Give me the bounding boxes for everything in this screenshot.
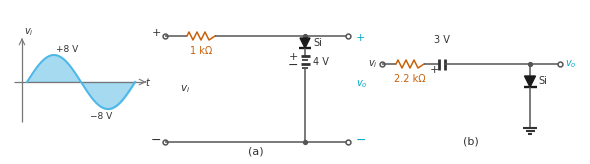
Text: +: +	[430, 65, 439, 75]
Text: +: +	[356, 33, 365, 43]
Text: −: −	[151, 133, 161, 146]
Text: 4 V: 4 V	[313, 57, 329, 67]
Text: 1 kΩ: 1 kΩ	[190, 46, 212, 56]
Text: $v_i$: $v_i$	[180, 83, 190, 95]
Text: (b): (b)	[463, 136, 479, 146]
Text: (a): (a)	[248, 146, 264, 156]
Polygon shape	[525, 76, 536, 87]
Text: −: −	[356, 133, 366, 146]
Polygon shape	[300, 38, 310, 48]
Text: Si: Si	[313, 38, 322, 48]
Text: +: +	[151, 28, 160, 38]
Text: Si: Si	[538, 76, 547, 86]
Text: $v_i$: $v_i$	[368, 58, 378, 70]
Text: 3 V: 3 V	[434, 35, 450, 45]
Text: $v_i$: $v_i$	[24, 26, 34, 38]
Text: +8 V: +8 V	[56, 45, 78, 54]
Text: −: −	[288, 59, 299, 72]
Text: $t$: $t$	[145, 76, 151, 88]
Text: +: +	[289, 52, 298, 62]
Text: $v_o$: $v_o$	[565, 58, 576, 70]
Text: −8 V: −8 V	[90, 112, 112, 121]
Text: 2.2 kΩ: 2.2 kΩ	[394, 74, 426, 84]
Text: $v_o$: $v_o$	[356, 78, 368, 90]
